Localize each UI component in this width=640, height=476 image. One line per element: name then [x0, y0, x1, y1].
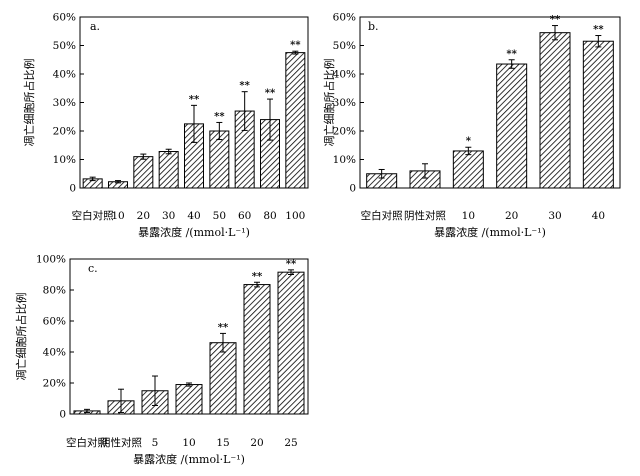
bar: [452, 150, 484, 189]
x-category-label: 80: [263, 210, 276, 222]
y-axis-title: 凋亡细胞所占比例: [322, 59, 336, 147]
bar: [582, 40, 614, 189]
y-tick-label: 40%: [333, 69, 356, 81]
chart-panel-b: 0 10% 20% 30% 40% 50% 60% 空白对照 阴性对照 * 10 ** 20 ** 30 **…: [322, 12, 621, 239]
y-tick-label: 0: [349, 183, 356, 195]
x-axis-title: 暴露浓度 /(mmol·L⁻¹): [133, 452, 245, 466]
y-tick-label: 10%: [53, 154, 76, 166]
x-category-label: 5: [152, 437, 159, 449]
y-tick-label: 50%: [333, 40, 356, 52]
y-tick-label: 40%: [53, 69, 76, 81]
x-category-label: 50: [213, 210, 226, 222]
y-tick-label: 60%: [333, 12, 356, 24]
x-category-label: 10: [111, 210, 124, 222]
y-tick-label: 30%: [333, 97, 356, 109]
significance-marker: *: [466, 136, 472, 147]
bar: [209, 342, 237, 415]
x-axis-title: 暴露浓度 /(mmol·L⁻¹): [434, 225, 546, 239]
bar: [285, 52, 306, 189]
y-tick-label: 20%: [43, 378, 66, 390]
y-tick-label: 60%: [53, 12, 76, 24]
significance-marker: **: [218, 322, 229, 333]
x-category-label: 空白对照: [72, 209, 114, 222]
bar: [277, 271, 305, 415]
y-axis-title: 凋亡细胞所占比例: [22, 59, 36, 147]
significance-marker: **: [239, 81, 250, 92]
significance-marker: **: [506, 49, 517, 60]
x-category-label: 40: [187, 210, 200, 222]
plot-frame: [359, 16, 621, 189]
x-category-label: 阴性对照: [100, 436, 142, 449]
x-category-label: 20: [505, 210, 518, 222]
x-category-label: 15: [216, 437, 229, 449]
x-category-label: 空白对照: [66, 436, 108, 449]
significance-marker: **: [265, 88, 276, 99]
bar: [158, 151, 179, 189]
significance-marker: **: [214, 111, 225, 122]
y-tick-label: 80%: [43, 285, 66, 297]
y-tick-label: 100%: [36, 254, 66, 266]
x-category-label: 20: [137, 210, 150, 222]
y-tick-label: 50%: [53, 40, 76, 52]
y-axis-title: 凋亡细胞所占比例: [14, 293, 28, 381]
x-category-label: 10: [182, 437, 195, 449]
x-category-label: 30: [162, 210, 175, 222]
bar: [243, 284, 271, 415]
y-tick-label: 60%: [43, 316, 66, 328]
x-category-label: 10: [462, 210, 475, 222]
bar: [539, 32, 571, 189]
x-category-label: 30: [548, 210, 561, 222]
y-tick-label: 20%: [53, 126, 76, 138]
x-axis-title: 暴露浓度 /(mmol·L⁻¹): [138, 225, 250, 239]
y-tick-label: 0: [59, 409, 66, 421]
panel-label: c.: [88, 262, 98, 275]
significance-marker: **: [189, 94, 200, 105]
significance-marker: **: [290, 40, 301, 51]
x-category-label: 60: [238, 210, 251, 222]
significance-marker: **: [550, 15, 561, 26]
y-tick-label: 0: [69, 183, 76, 195]
x-category-label: 20: [250, 437, 263, 449]
x-category-label: 40: [592, 210, 605, 222]
y-tick-label: 30%: [53, 97, 76, 109]
significance-marker: **: [252, 271, 263, 282]
significance-marker: **: [593, 25, 604, 36]
significance-marker: **: [286, 259, 297, 270]
panel-label: b.: [368, 20, 379, 33]
bar: [496, 63, 528, 189]
panel-label: a.: [90, 20, 100, 33]
x-category-label: 阴性对照: [404, 209, 446, 222]
x-category-label: 25: [284, 437, 297, 449]
y-tick-label: 40%: [43, 347, 66, 359]
bar: [175, 384, 203, 415]
x-category-label: 空白对照: [361, 209, 403, 222]
bar: [133, 156, 154, 189]
y-tick-label: 20%: [333, 126, 356, 138]
x-category-label: 100: [285, 210, 305, 222]
y-tick-label: 10%: [333, 154, 356, 166]
